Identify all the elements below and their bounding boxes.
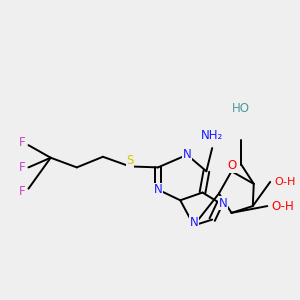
Text: F: F (19, 185, 26, 198)
Text: O-H: O-H (274, 177, 296, 187)
Text: F: F (19, 136, 26, 149)
Text: S: S (126, 154, 134, 167)
Text: N: N (218, 197, 227, 210)
Text: O-H: O-H (272, 200, 294, 213)
Text: F: F (19, 161, 26, 174)
Text: NH₂: NH₂ (201, 129, 223, 142)
Text: N: N (183, 148, 191, 161)
Text: HO: HO (232, 102, 250, 115)
Text: N: N (154, 183, 162, 196)
Text: O: O (227, 159, 236, 172)
Text: N: N (189, 216, 198, 229)
